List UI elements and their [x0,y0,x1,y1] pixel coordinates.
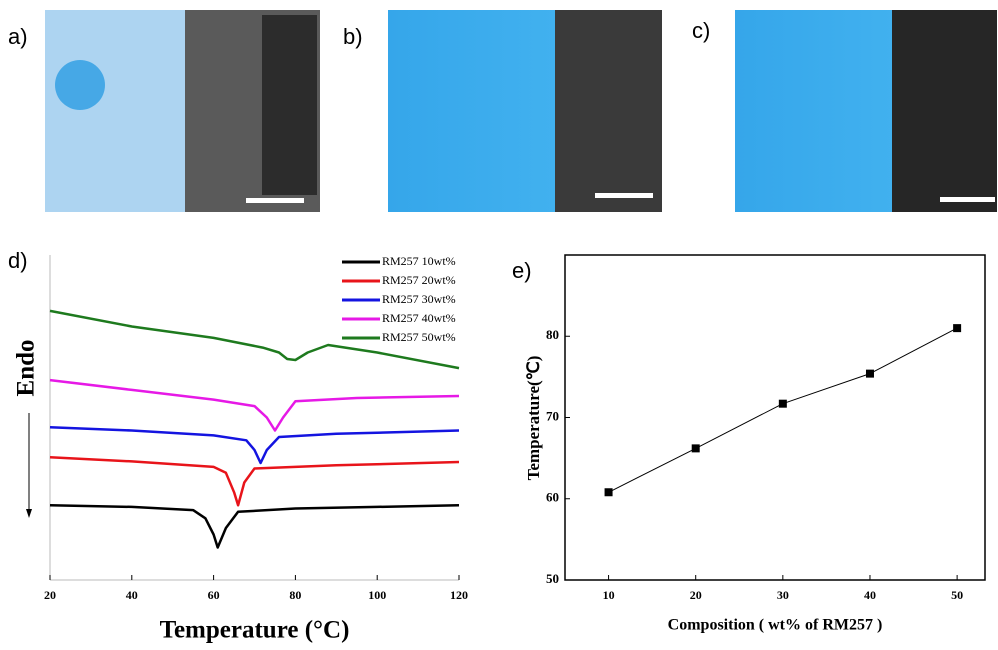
point [691,444,700,453]
y-axis-label: Endo [13,340,40,397]
legend-label: RM257 10wt% [382,254,456,268]
series-line [49,455,460,507]
panel-label: b) [343,24,363,49]
series-line [49,426,460,465]
legend-label: RM257 50wt% [382,330,456,344]
series-line [49,309,460,370]
x-tick-label: 10 [603,588,615,602]
x-tick-label: 20 [44,588,56,602]
plot-frame [564,254,986,581]
y-tick-label: 60 [546,490,559,505]
x-axis-label: Composition ( wt% of RM257 ) [668,617,883,634]
x-tick-label: 30 [777,588,789,602]
legend-label: RM257 20wt% [382,273,456,287]
x-tick-label: 100 [368,588,386,602]
x-tick-label: 40 [126,588,138,602]
panel-label: c) [692,18,710,43]
endo-arrowhead [26,509,32,518]
point [953,324,962,333]
x-tick-label: 60 [208,588,220,602]
panel-label: a) [8,24,28,49]
x-tick-label: 80 [289,588,301,602]
point [778,399,787,408]
panel-label: e) [512,258,532,283]
x-tick-label: 50 [951,588,963,602]
legend-label: RM257 40wt% [382,311,456,325]
y-tick-label: 80 [546,327,559,342]
x-axis-label: Temperature (°C) [160,617,350,644]
series-line [49,378,460,432]
y-tick-label: 70 [546,408,559,423]
point [604,488,613,497]
series-line [49,504,460,549]
photo-c [735,10,997,212]
point [865,369,874,378]
panel-label: d) [8,248,28,273]
photo-a [45,10,320,212]
x-tick-label: 20 [690,588,702,602]
series-line [608,327,958,493]
y-tick-label: 50 [546,571,559,586]
x-tick-label: 120 [450,588,468,602]
legend-label: RM257 30wt% [382,292,456,306]
photo-b [388,10,662,212]
x-tick-label: 40 [864,588,876,602]
y-axis-label: Temperature(℃) [524,356,543,481]
